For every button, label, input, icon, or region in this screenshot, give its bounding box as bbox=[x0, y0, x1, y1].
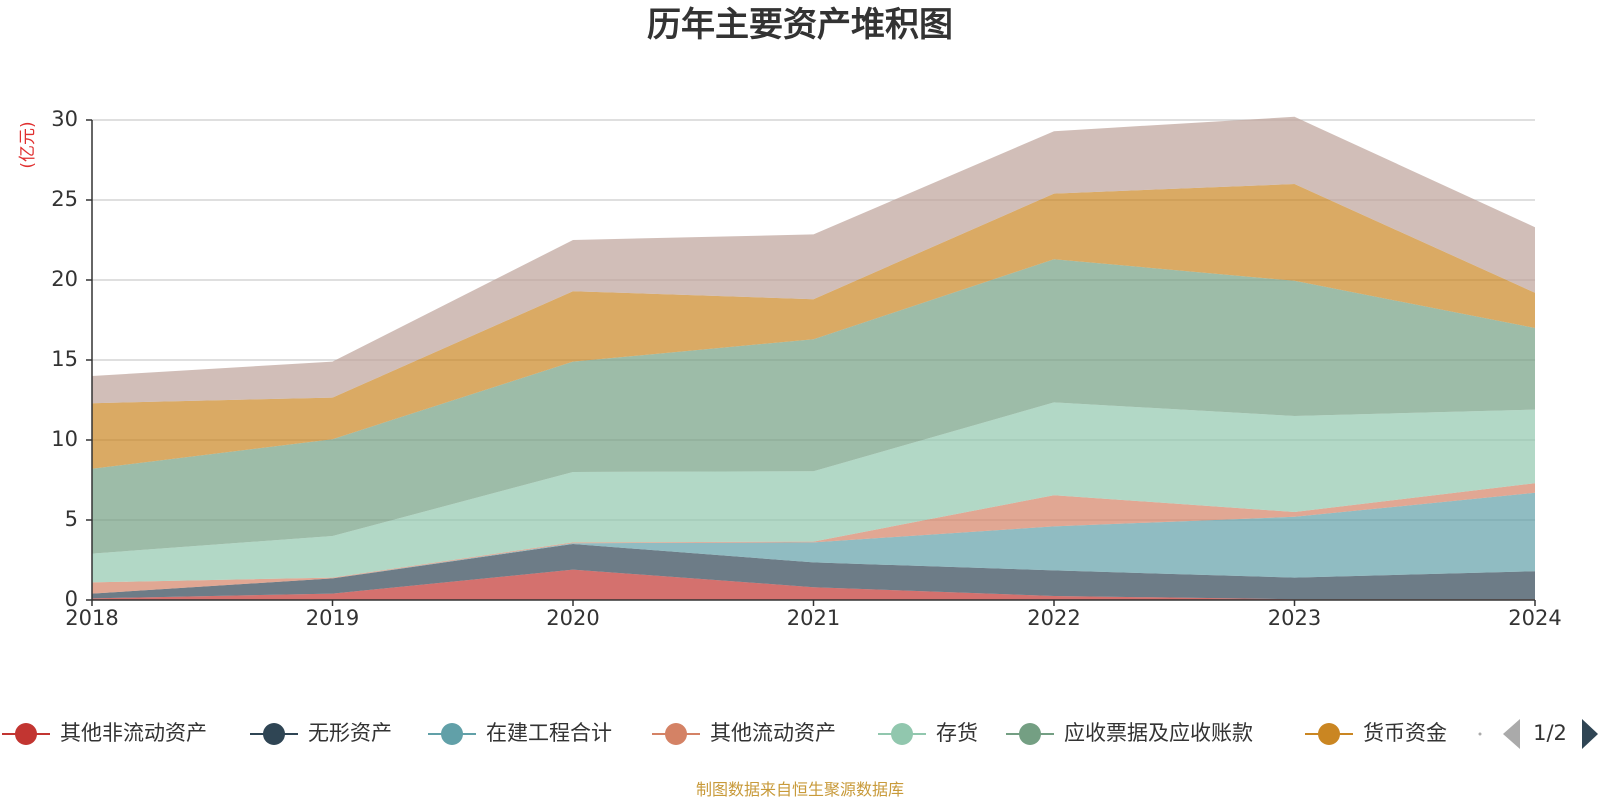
legend-label: 无形资产 bbox=[308, 721, 392, 745]
legend-item[interactable]: 存货 bbox=[878, 721, 978, 745]
y-tick-label: 0 bbox=[65, 587, 78, 611]
legend-marker bbox=[15, 723, 37, 745]
legend-label: 其他非流动资产 bbox=[60, 721, 207, 745]
x-tick-label: 2023 bbox=[1268, 606, 1321, 630]
x-tick-label: 2020 bbox=[546, 606, 599, 630]
x-tick-label: 2018 bbox=[65, 606, 118, 630]
legend-overflow-dot bbox=[1478, 732, 1482, 736]
legend-item[interactable]: 其他非流动资产 bbox=[2, 721, 207, 745]
chart-title: 历年主要资产堆积图 bbox=[647, 5, 953, 45]
area-series-5[interactable] bbox=[92, 402, 1535, 583]
area-series-1[interactable] bbox=[92, 569, 1535, 600]
y-tick-label: 15 bbox=[51, 347, 78, 371]
y-tick-label: 25 bbox=[51, 187, 78, 211]
legend-prev-icon[interactable] bbox=[1503, 719, 1520, 749]
legend-item[interactable]: 在建工程合计 bbox=[428, 721, 612, 745]
legend-marker bbox=[891, 723, 913, 745]
legend-label: 存货 bbox=[936, 721, 978, 745]
legend-marker bbox=[1318, 723, 1340, 745]
legend-item[interactable]: 其他流动资产 bbox=[652, 721, 836, 745]
area-series-3[interactable] bbox=[92, 492, 1535, 594]
legend-label: 其他流动资产 bbox=[710, 721, 836, 745]
area-series-4[interactable] bbox=[92, 483, 1535, 594]
legend-item[interactable]: 无形资产 bbox=[250, 721, 392, 745]
y-tick-label: 20 bbox=[51, 267, 78, 291]
y-axis-unit: (亿元) bbox=[18, 121, 38, 168]
x-tick-label: 2019 bbox=[306, 606, 359, 630]
x-tick-label: 2021 bbox=[787, 606, 840, 630]
y-tick-label: 30 bbox=[51, 107, 78, 131]
legend: 其他非流动资产 无形资产 在建工程合计 其他流动资产 存货 应收票据及应收账款 货币资金 1/… bbox=[2, 719, 1598, 749]
axes: 0 5 10 15 20 25 30 2018 2019 2020 2021 2022 2023 2024 bbox=[51, 107, 1561, 630]
area-series-7[interactable] bbox=[92, 184, 1535, 469]
legend-marker bbox=[263, 723, 285, 745]
legend-marker bbox=[665, 723, 687, 745]
legend-label: 货币资金 bbox=[1363, 721, 1447, 745]
legend-page-indicator: 1/2 bbox=[1533, 721, 1567, 745]
source-note: 制图数据来自恒生聚源数据库 bbox=[696, 780, 904, 799]
legend-item[interactable]: 应收票据及应收账款 bbox=[1006, 721, 1253, 745]
area-series-8[interactable] bbox=[92, 116, 1535, 404]
legend-item[interactable]: 货币资金 bbox=[1305, 721, 1447, 745]
y-tick-label: 5 bbox=[65, 507, 78, 531]
y-tick-label: 10 bbox=[51, 427, 78, 451]
area-series bbox=[92, 116, 1535, 600]
legend-marker bbox=[1019, 723, 1041, 745]
x-tick-label: 2024 bbox=[1508, 606, 1561, 630]
area-series-6[interactable] bbox=[92, 259, 1535, 554]
legend-marker bbox=[441, 723, 463, 745]
area-series-2[interactable] bbox=[92, 544, 1535, 600]
legend-label: 应收票据及应收账款 bbox=[1064, 721, 1253, 745]
legend-label: 在建工程合计 bbox=[486, 721, 612, 745]
x-tick-label: 2022 bbox=[1027, 606, 1080, 630]
legend-next-icon[interactable] bbox=[1582, 719, 1598, 749]
